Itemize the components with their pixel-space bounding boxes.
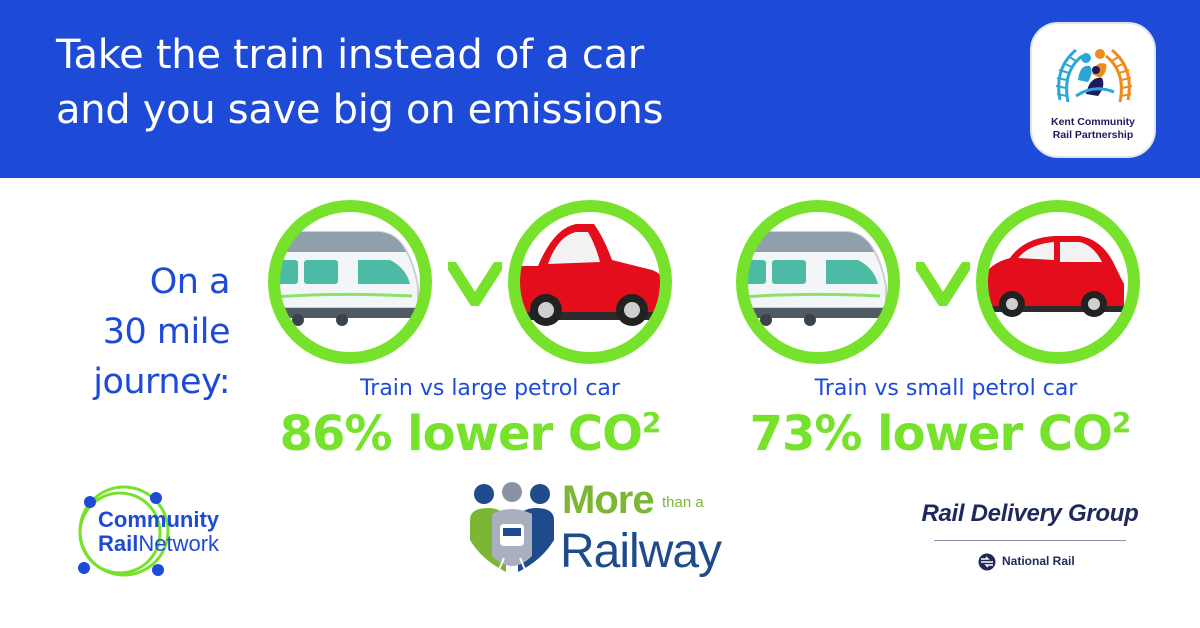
crn-rail: Rail — [98, 531, 139, 556]
kcrp-name: Kent Community Rail Partnership — [1032, 116, 1154, 142]
kcrp-emblem-icon — [1055, 48, 1133, 103]
versus-v-icon — [448, 262, 502, 306]
header-banner: Take the train instead of a car and you … — [0, 0, 1200, 178]
rdg-name: Rail Delivery Group — [921, 500, 1139, 527]
crn-line-1: Community — [98, 507, 219, 532]
kcrp-line-2: Rail Partnership — [1052, 129, 1134, 141]
crn-network: Network — [138, 531, 220, 556]
mtar-railway: Railway — [560, 525, 722, 578]
mtar-people-train-icon — [470, 482, 554, 573]
result-large-text: 86% lower CO — [279, 406, 643, 462]
journey-line-3: journey: — [93, 362, 230, 402]
national-rail-icon — [978, 553, 996, 571]
versus-v-icon — [916, 262, 970, 306]
train-icon — [736, 200, 900, 364]
title-line-2: and you save big on emissions — [56, 87, 664, 133]
comparison-result-small: 73% lower CO2 — [730, 406, 1150, 462]
mtar-than-a: than a — [662, 494, 704, 511]
large-car-icon — [508, 200, 672, 364]
page-title: Take the train instead of a car and you … — [56, 28, 663, 138]
kcrp-line-1: Kent Community — [1051, 116, 1135, 128]
journey-label: On a 30 mile journey: — [60, 257, 230, 407]
small-car-icon — [976, 200, 1140, 364]
crn-ring-icon — [78, 485, 170, 577]
result-small-superscript: 2 — [1111, 406, 1132, 439]
comparison-title-large: Train vs large petrol car — [360, 376, 620, 401]
crn-name: Community RailNetwork — [98, 508, 219, 556]
mtar-more: More — [562, 478, 655, 522]
result-large-superscript: 2 — [641, 406, 662, 439]
result-small-text: 73% lower CO — [749, 406, 1113, 462]
comparison-result-large: 86% lower CO2 — [260, 406, 680, 462]
train-icon — [268, 200, 432, 364]
journey-line-1: On a — [149, 262, 231, 302]
comparison-title-small: Train vs small petrol car — [814, 376, 1078, 401]
journey-line-2: 30 mile — [102, 312, 231, 352]
title-line-1: Take the train instead of a car — [56, 32, 644, 78]
rail-delivery-group-logo: Rail Delivery Group National Rail — [890, 498, 1180, 578]
national-rail-text: National Rail — [1002, 554, 1075, 568]
rdg-divider — [934, 540, 1126, 541]
kent-community-rail-partnership-logo: Kent Community Rail Partnership — [1030, 22, 1156, 158]
more-than-a-railway-logo: More than a Railway — [462, 478, 752, 588]
community-rail-network-logo: Community RailNetwork — [68, 478, 268, 588]
